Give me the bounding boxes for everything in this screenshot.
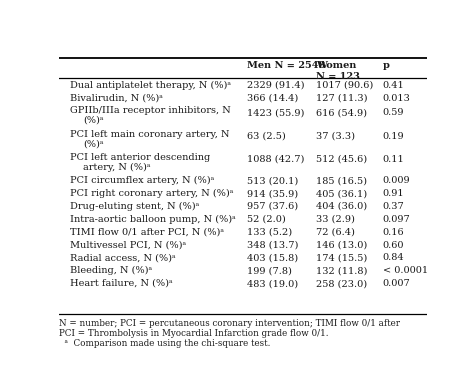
Text: Drug-eluting stent, N (%)ᵃ: Drug-eluting stent, N (%)ᵃ — [70, 202, 200, 211]
Text: PCI left main coronary artery, N: PCI left main coronary artery, N — [70, 130, 230, 139]
Text: ᵃ  Comparison made using the chi-square test.: ᵃ Comparison made using the chi-square t… — [59, 339, 271, 348]
Text: 0.013: 0.013 — [383, 94, 410, 102]
Text: 0.007: 0.007 — [383, 279, 410, 288]
Text: 0.84: 0.84 — [383, 253, 404, 262]
Text: Radial access, N (%)ᵃ: Radial access, N (%)ᵃ — [70, 253, 176, 262]
Text: 0.19: 0.19 — [383, 132, 404, 140]
Text: 52 (2.0): 52 (2.0) — [246, 215, 285, 224]
Text: PCI left anterior descending: PCI left anterior descending — [70, 153, 210, 162]
Text: 1088 (42.7): 1088 (42.7) — [246, 155, 304, 164]
Text: artery, N (%)ᵃ: artery, N (%)ᵃ — [83, 163, 151, 171]
Text: 0.59: 0.59 — [383, 108, 404, 117]
Text: 1423 (55.9): 1423 (55.9) — [246, 108, 304, 117]
Text: 33 (2.9): 33 (2.9) — [316, 215, 356, 224]
Text: Bivalirudin, N (%)ᵃ: Bivalirudin, N (%)ᵃ — [70, 94, 163, 102]
Text: (%)ᵃ: (%)ᵃ — [83, 139, 104, 148]
Text: 957 (37.6): 957 (37.6) — [246, 202, 298, 211]
Text: 405 (36.1): 405 (36.1) — [316, 189, 367, 198]
Text: 0.11: 0.11 — [383, 155, 404, 164]
Text: 404 (36.0): 404 (36.0) — [316, 202, 367, 211]
Text: 512 (45.6): 512 (45.6) — [316, 155, 367, 164]
Text: 0.097: 0.097 — [383, 215, 410, 224]
Text: 0.37: 0.37 — [383, 202, 404, 211]
Text: (%)ᵃ: (%)ᵃ — [83, 116, 104, 125]
Text: 616 (54.9): 616 (54.9) — [316, 108, 367, 117]
Text: GPIIb/IIIa receptor inhibitors, N: GPIIb/IIIa receptor inhibitors, N — [70, 106, 231, 115]
Text: 0.16: 0.16 — [383, 228, 404, 237]
Text: 146 (13.0): 146 (13.0) — [316, 241, 368, 249]
Text: 133 (5.2): 133 (5.2) — [246, 228, 292, 237]
Text: Bleeding, N (%)ᵃ: Bleeding, N (%)ᵃ — [70, 266, 153, 275]
Text: PCI circumflex artery, N (%)ᵃ: PCI circumflex artery, N (%)ᵃ — [70, 176, 215, 185]
Text: Intra-aortic balloon pump, N (%)ᵃ: Intra-aortic balloon pump, N (%)ᵃ — [70, 215, 236, 224]
Text: p: p — [383, 61, 390, 69]
Text: 199 (7.8): 199 (7.8) — [246, 266, 292, 275]
Text: Dual antiplatelet therapy, N (%)ᵃ: Dual antiplatelet therapy, N (%)ᵃ — [70, 81, 231, 90]
Text: 366 (14.4): 366 (14.4) — [246, 94, 298, 102]
Text: 483 (19.0): 483 (19.0) — [246, 279, 298, 288]
Text: 37 (3.3): 37 (3.3) — [316, 132, 356, 140]
Text: 72 (6.4): 72 (6.4) — [316, 228, 356, 237]
Text: 914 (35.9): 914 (35.9) — [246, 189, 298, 198]
Text: 258 (23.0): 258 (23.0) — [316, 279, 367, 288]
Text: Men N = 2548: Men N = 2548 — [246, 61, 325, 69]
Text: 348 (13.7): 348 (13.7) — [246, 241, 298, 249]
Text: N = 123: N = 123 — [316, 72, 360, 81]
Text: PCI = Thrombolysis in Myocardial Infarction grade flow 0/1.: PCI = Thrombolysis in Myocardial Infarct… — [59, 329, 329, 338]
Text: 403 (15.8): 403 (15.8) — [246, 253, 298, 262]
Text: TIMI flow 0/1 after PCI, N (%)ᵃ: TIMI flow 0/1 after PCI, N (%)ᵃ — [70, 228, 224, 237]
Text: 513 (20.1): 513 (20.1) — [246, 176, 298, 185]
Text: N = number; PCI = percutaneous coronary intervention; TIMI flow 0/1 after: N = number; PCI = percutaneous coronary … — [59, 319, 400, 328]
Text: 2329 (91.4): 2329 (91.4) — [246, 81, 304, 90]
Text: 0.009: 0.009 — [383, 176, 410, 185]
Text: 127 (11.3): 127 (11.3) — [316, 94, 368, 102]
Text: < 0.0001: < 0.0001 — [383, 266, 428, 275]
Text: Multivessel PCI, N (%)ᵃ: Multivessel PCI, N (%)ᵃ — [70, 241, 186, 249]
Text: PCI right coronary artery, N (%)ᵃ: PCI right coronary artery, N (%)ᵃ — [70, 189, 234, 198]
Text: 185 (16.5): 185 (16.5) — [316, 176, 367, 185]
Text: 174 (15.5): 174 (15.5) — [316, 253, 368, 262]
Text: 1017 (90.6): 1017 (90.6) — [316, 81, 374, 90]
Text: 132 (11.8): 132 (11.8) — [316, 266, 368, 275]
Text: Women: Women — [316, 61, 357, 69]
Text: 63 (2.5): 63 (2.5) — [246, 132, 285, 140]
Text: 0.41: 0.41 — [383, 81, 404, 90]
Text: 0.91: 0.91 — [383, 189, 404, 198]
Text: 0.60: 0.60 — [383, 241, 404, 249]
Text: Heart failure, N (%)ᵃ: Heart failure, N (%)ᵃ — [70, 279, 173, 288]
